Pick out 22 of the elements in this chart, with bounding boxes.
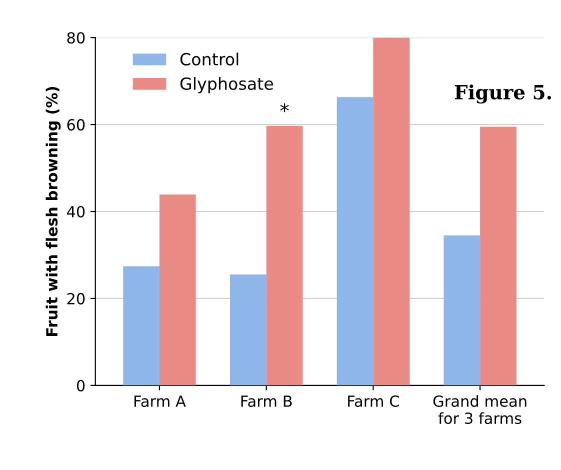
annotation: *	[280, 103, 289, 112]
y-tick-label: 60	[67, 119, 85, 131]
bar	[444, 235, 480, 386]
bar	[336, 97, 374, 386]
bar	[480, 126, 516, 386]
y-axis-title: Fruit with flesh browning (%)	[46, 86, 61, 336]
legend-label: Glyphosate	[180, 77, 274, 94]
x-tick-label: Farm C	[348, 395, 399, 407]
legend-label: Control	[180, 52, 238, 66]
y-tick-label: 0	[76, 380, 85, 392]
bar	[123, 266, 160, 386]
annotation: Figure 5.	[454, 84, 552, 104]
bar	[266, 126, 303, 386]
y-tick-label: 20	[67, 292, 85, 304]
x-tick-label: Grand mean for 3 farms	[433, 395, 526, 424]
y-tick-label: 80	[67, 32, 85, 44]
x-tick-label: Farm B	[241, 396, 292, 407]
bar	[230, 274, 266, 386]
bar	[159, 194, 196, 386]
y-tick-label: 40	[66, 206, 85, 218]
x-tick-label: Farm A	[134, 396, 186, 407]
bar	[373, 38, 410, 386]
